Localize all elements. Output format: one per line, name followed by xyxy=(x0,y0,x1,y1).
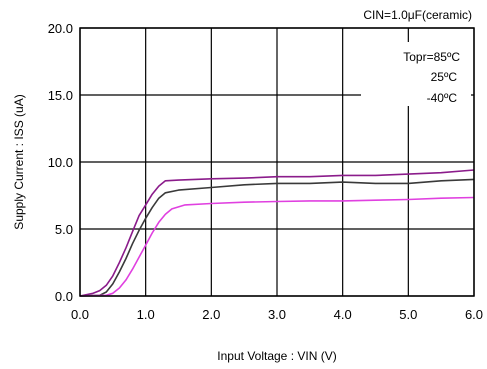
x-tick-label: 4.0 xyxy=(334,307,352,322)
x-tick-label: 0.0 xyxy=(71,307,89,322)
legend-entry-minus40c: -40ºC xyxy=(427,91,458,105)
y-tick-label: 10.0 xyxy=(48,155,73,170)
capacitor-annotation: CIN=1.0μF(ceramic) xyxy=(363,8,472,22)
series-line-25c xyxy=(79,178,475,297)
legend-background xyxy=(361,42,471,106)
tick-labels: 0.0 1.0 2.0 3.0 4.0 5.0 6.0 0.0 5.0 10.0 15.0 20.0 xyxy=(48,21,483,322)
series-line-85c xyxy=(79,169,475,297)
legend-entry-25c: 25ºC xyxy=(431,70,458,84)
legend-title: Topr=85ºC xyxy=(403,50,460,64)
series-lines xyxy=(79,169,475,297)
series-line-minus40c xyxy=(79,196,475,297)
y-tick-label: 0.0 xyxy=(55,289,73,304)
y-tick-label: 20.0 xyxy=(48,21,73,36)
y-tick-label: 15.0 xyxy=(48,88,73,103)
x-tick-label: 5.0 xyxy=(399,307,417,322)
x-tick-label: 6.0 xyxy=(465,307,483,322)
x-tick-label: 1.0 xyxy=(137,307,155,322)
y-axis-label: Supply Current : ISS (uA) xyxy=(12,94,26,229)
x-axis-label: Input Voltage : VIN (V) xyxy=(217,349,336,363)
x-tick-label: 3.0 xyxy=(268,307,286,322)
y-tick-label: 5.0 xyxy=(55,222,73,237)
x-tick-label: 2.0 xyxy=(202,307,220,322)
plot-frame xyxy=(79,27,475,297)
